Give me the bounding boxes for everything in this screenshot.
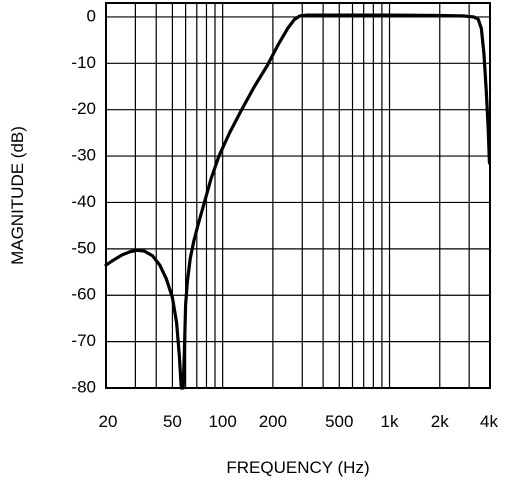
- y-tick-label: -40: [71, 192, 96, 211]
- plot-frame: [105, 2, 491, 389]
- y-tick-label: -10: [71, 53, 96, 72]
- y-tick-label: -50: [71, 238, 96, 257]
- grid-layer: [105, 3, 491, 389]
- x-tick-label: 4k: [480, 412, 498, 431]
- y-tick-label: -80: [71, 377, 96, 396]
- series-layer: [104, 13, 492, 390]
- y-tick-label: -20: [71, 99, 96, 118]
- y-tick-label: 0: [87, 6, 96, 25]
- x-tick-label: 500: [325, 412, 353, 431]
- magnitude-response-line: [104, 13, 492, 390]
- y-tick-label: -30: [71, 146, 96, 165]
- x-axis-title: FREQUENCY (Hz): [226, 458, 369, 477]
- x-tick-label: 1k: [381, 412, 399, 431]
- y-tick-label: -60: [71, 285, 96, 304]
- x-tick-label: 200: [259, 412, 287, 431]
- x-tick-label: 2k: [431, 412, 449, 431]
- x-tick-label: 50: [163, 412, 182, 431]
- y-axis-title: MAGNITUDE (dB): [8, 126, 27, 265]
- x-tick-label: 20: [99, 412, 118, 431]
- y-tick-label: -70: [71, 331, 96, 350]
- x-tick-label: 100: [208, 412, 236, 431]
